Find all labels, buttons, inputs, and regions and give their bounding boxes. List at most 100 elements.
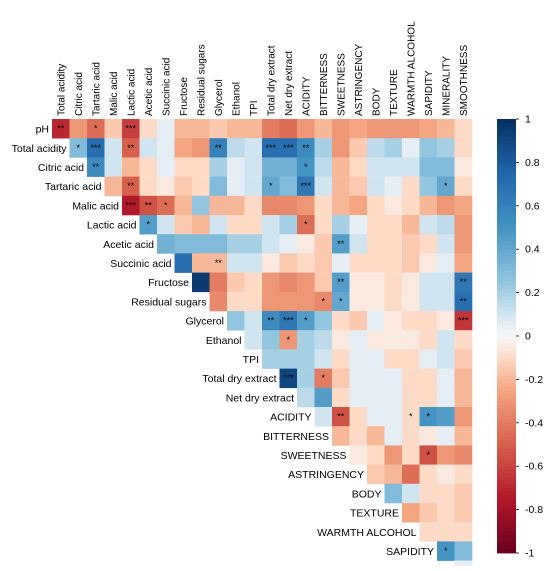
colorbar-segment [497, 267, 516, 272]
colorbar-tick-label: 0.6 [525, 200, 540, 212]
colorbar-segment [497, 433, 516, 438]
heatmap-cell [419, 464, 438, 485]
significance-marker: * [321, 373, 325, 383]
heatmap-cell [402, 195, 420, 216]
heatmap-cell [402, 368, 420, 389]
heatmap-cell [349, 157, 368, 177]
colorbar-segment [497, 227, 516, 232]
heatmap-cell [314, 387, 333, 408]
colorbar-segment [497, 194, 516, 199]
heatmap-cell [314, 138, 333, 158]
heatmap-cell [174, 176, 193, 197]
heatmap-cell [157, 176, 175, 197]
heatmap-cell [297, 291, 315, 312]
colorbar-segment [497, 383, 516, 388]
heatmap-cell [69, 138, 88, 158]
row-label: Lactic acid [87, 220, 137, 232]
heatmap-cell [332, 119, 350, 139]
heatmap-cell [227, 176, 245, 197]
heatmap-cell [157, 119, 175, 139]
colorbar-tick-label: 0.8 [525, 157, 540, 169]
heatmap-cell [262, 195, 280, 216]
heatmap-cell [332, 157, 350, 177]
heatmap-cell [297, 138, 315, 158]
colorbar-segment [497, 292, 516, 297]
heatmap-cell [332, 272, 350, 293]
heatmap-cell [244, 272, 263, 293]
colorbar-segment [497, 281, 516, 286]
heatmap-cell [314, 311, 333, 331]
column-label: Ethanol [231, 82, 242, 116]
significance-marker: * [444, 181, 448, 191]
heatmap-cell [454, 483, 473, 504]
significance-marker: * [146, 220, 150, 230]
heatmap-cell [297, 253, 315, 273]
colorbar-segment [497, 426, 516, 431]
heatmap-cell [332, 311, 350, 331]
heatmap-cell [454, 157, 473, 177]
significance-marker: ** [215, 258, 223, 268]
heatmap-cell [279, 253, 298, 273]
colorbar-segment [497, 513, 516, 518]
significance-marker: * [304, 162, 308, 172]
colorbar-segment [497, 332, 516, 337]
row-label: Total dry extract [202, 373, 276, 385]
column-label: SWEETNESS [336, 53, 347, 116]
heatmap-cell [384, 234, 403, 254]
colorbar-segment [497, 314, 516, 319]
heatmap-cell [157, 215, 175, 235]
colorbar-segment [497, 419, 516, 424]
heatmap-cell [402, 291, 420, 312]
heatmap-cell [437, 272, 455, 293]
colorbar-tick-label: -0.8 [525, 504, 543, 516]
significance-marker: *** [300, 181, 311, 191]
column-label: Malic acid [109, 72, 120, 116]
heatmap-cell [314, 119, 333, 139]
heatmap-cell [157, 195, 175, 216]
heatmap-cell [402, 215, 420, 235]
row-label: WARMTH ALCOHOL [317, 527, 417, 539]
heatmap-cell [297, 176, 315, 197]
heatmap-cell [262, 272, 280, 293]
heatmap-cell [349, 195, 368, 216]
heatmap-cell [174, 195, 193, 216]
heatmap-cell [297, 234, 315, 254]
heatmap-cell [332, 368, 350, 389]
heatmap-cell [174, 215, 193, 235]
heatmap-cell [262, 234, 280, 254]
heatmap-cell [314, 349, 333, 369]
heatmap-cell [209, 215, 228, 235]
colorbar-segment [497, 310, 516, 315]
colorbar-segment [497, 520, 516, 525]
colorbar-segment [497, 220, 516, 225]
significance-marker: ** [92, 162, 100, 172]
colorbar-segment [497, 397, 516, 402]
column-label: Glycerol [214, 79, 225, 116]
colorbar-segment [497, 487, 516, 492]
heatmap-cell [454, 234, 473, 254]
heatmap-cell [297, 215, 315, 235]
heatmap-cell [314, 368, 333, 389]
colorbar-segment [497, 473, 516, 478]
heatmap-cell [437, 330, 455, 350]
colorbar-segment [497, 538, 516, 543]
colorbar-segment [497, 545, 516, 550]
colorbar-segment [497, 317, 516, 322]
heatmap-cell [367, 272, 385, 293]
column-labels: Total acidity Citric acid Tartaric acid Mal… [56, 21, 470, 116]
colorbar-segment [497, 213, 516, 218]
heatmap-cell [419, 234, 438, 254]
heatmap-cell [349, 234, 368, 254]
heatmap-cell [279, 349, 298, 369]
heatmap-cell [367, 387, 385, 408]
colorbar-segment [497, 162, 516, 167]
heatmap-cell [349, 311, 368, 331]
heatmap-cell [262, 253, 280, 273]
heatmap-cell [314, 291, 333, 312]
heatmap-cell [279, 138, 298, 158]
heatmap-cell [419, 387, 438, 408]
heatmap-cell [402, 253, 420, 273]
heatmap-cell [349, 445, 368, 465]
heatmap-cell [454, 349, 473, 369]
significance-marker: * [409, 412, 413, 422]
